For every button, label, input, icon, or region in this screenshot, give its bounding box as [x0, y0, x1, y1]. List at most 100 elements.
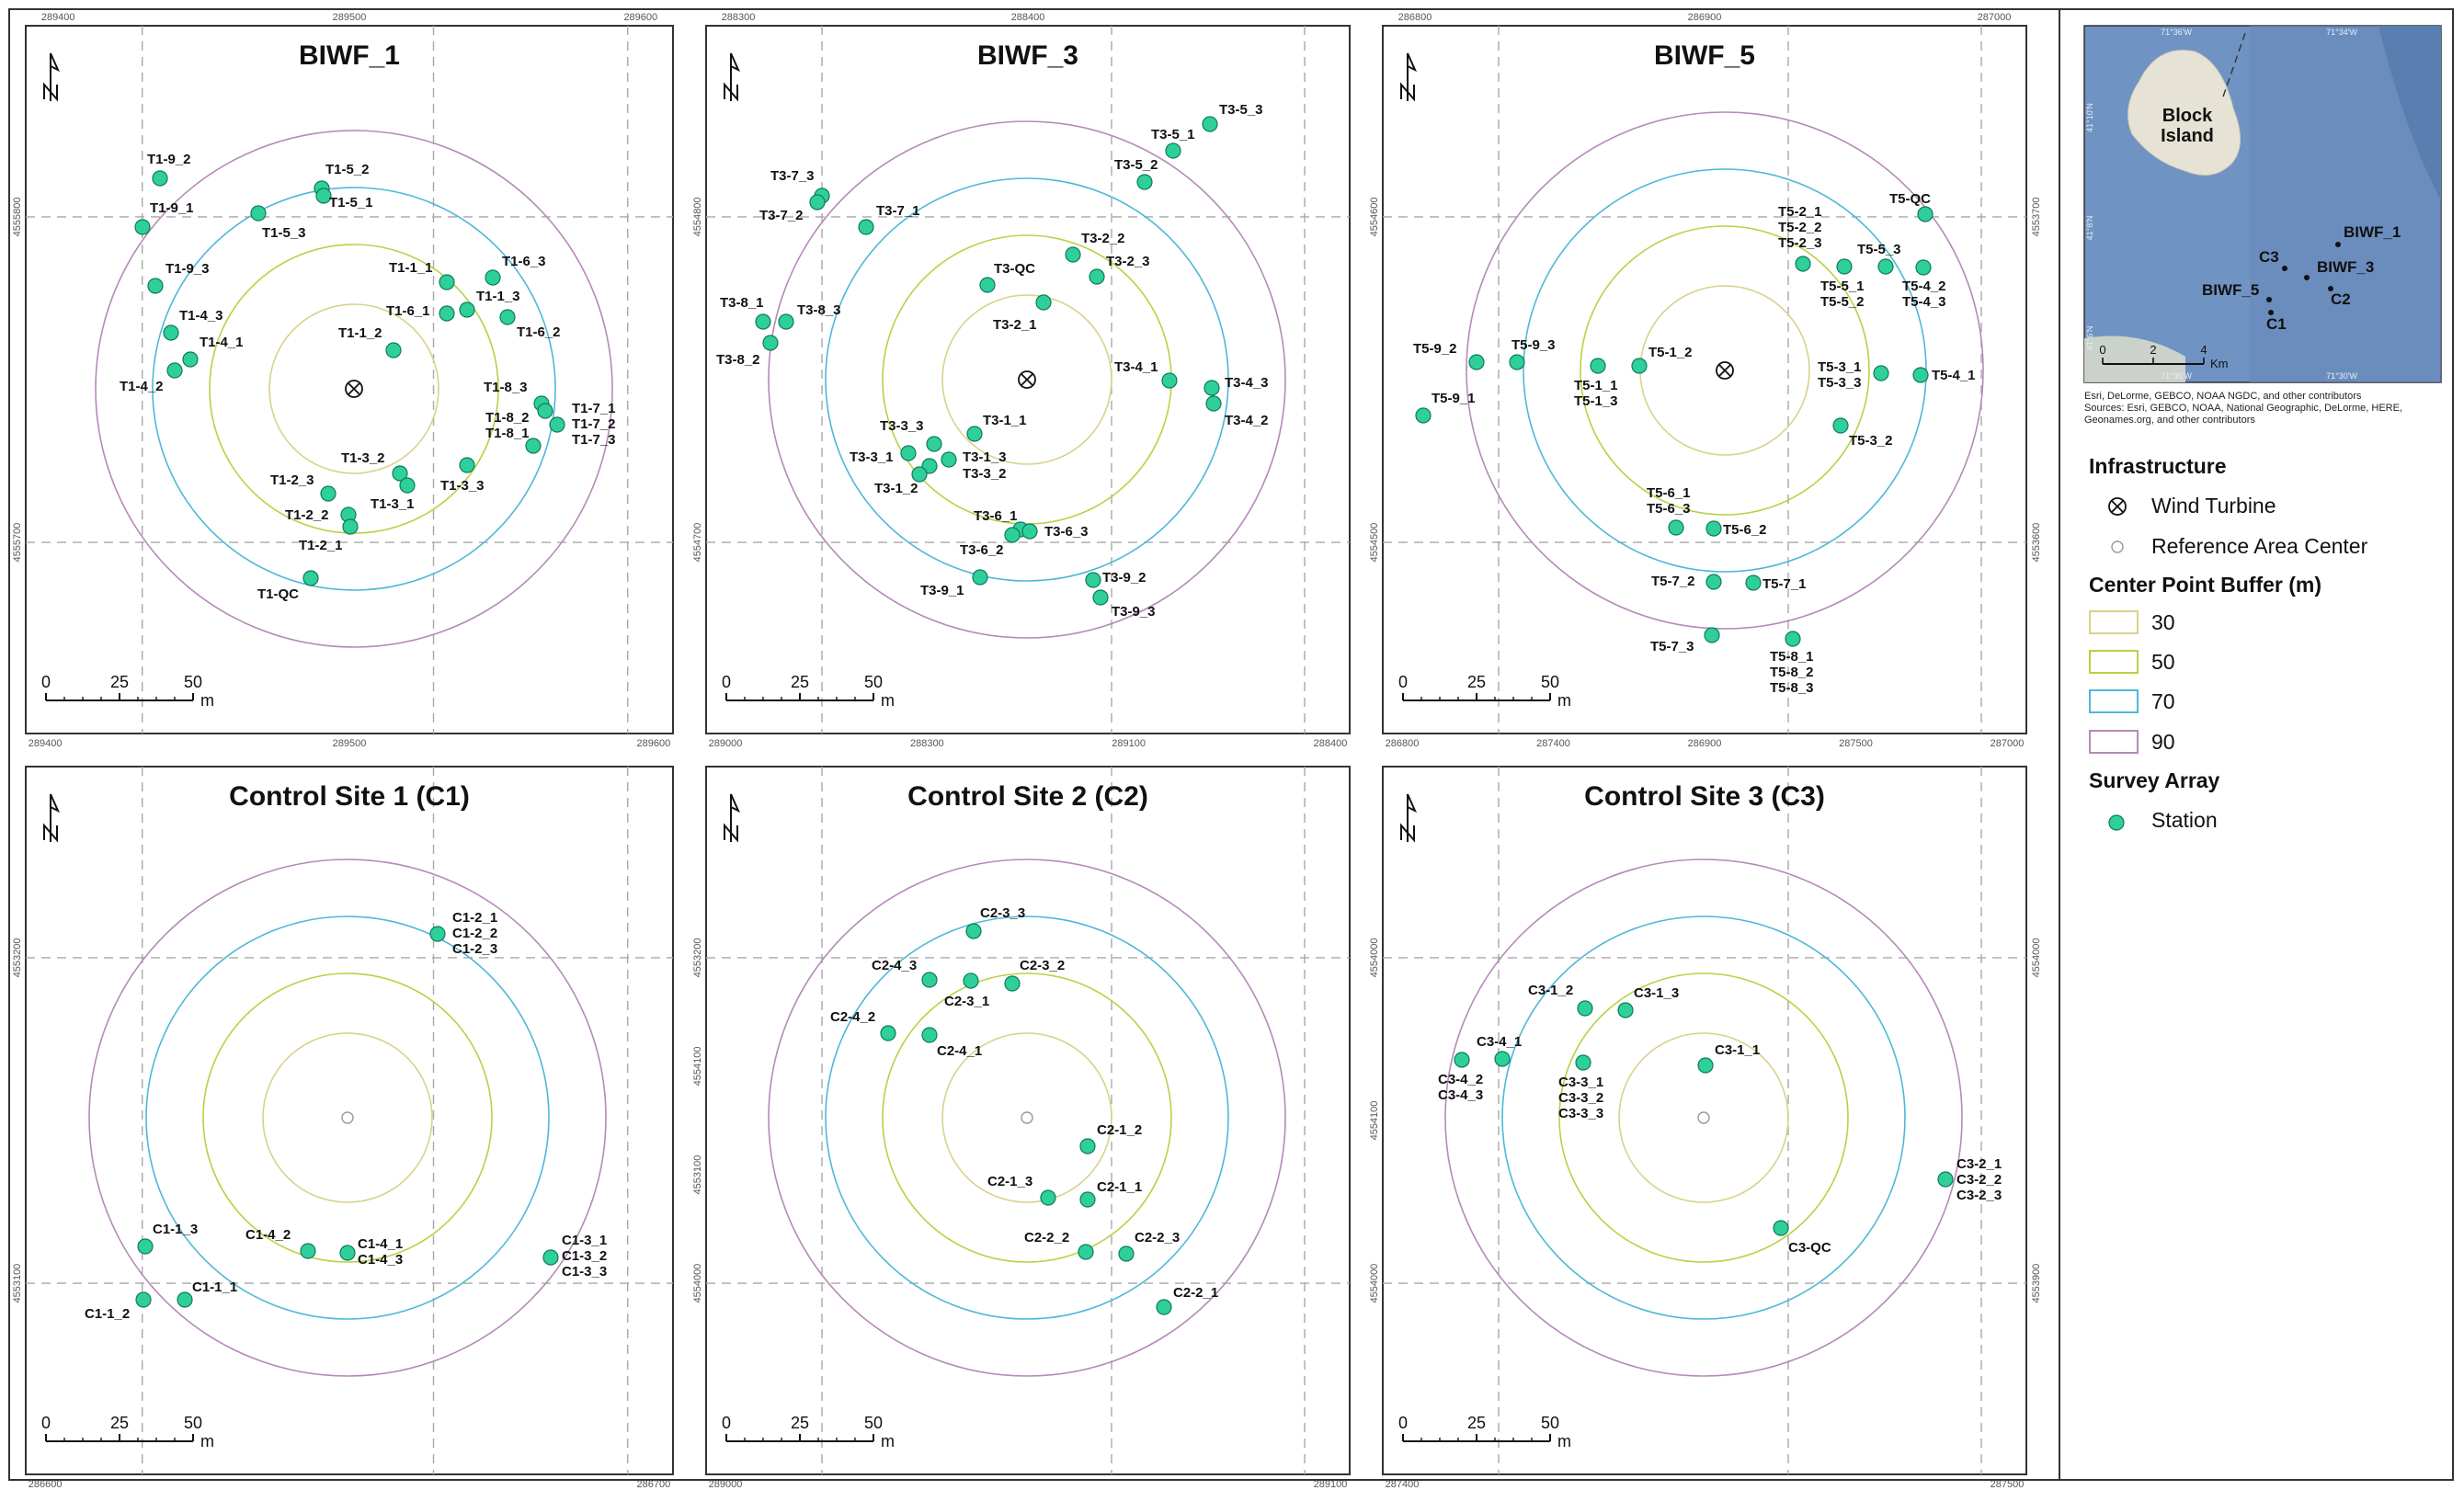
station-label: T5-2_3: [1778, 235, 1822, 251]
station-label: T3-9_3: [1112, 604, 1156, 620]
scale-bar: 0 25 50m: [1398, 673, 1571, 710]
buffer-70-swatch: [2089, 689, 2139, 713]
station-label: T5-9_1: [1432, 391, 1476, 406]
station-marker: [966, 426, 983, 442]
panel-title: BIWF_5: [1654, 40, 1755, 71]
north-letter-n: [43, 823, 58, 843]
station-marker: [1705, 520, 1722, 537]
station-marker: [979, 277, 996, 293]
station-label: C1-3_3: [562, 1264, 607, 1280]
turbine-cross: [347, 381, 361, 396]
left-coordinate-label: 4555700: [12, 523, 23, 563]
station-marker: [392, 465, 408, 482]
station-label: C1-2_2: [452, 926, 497, 941]
station-marker: [755, 313, 771, 330]
station-label: T1-1_2: [338, 325, 382, 341]
station-marker: [1915, 259, 1932, 276]
station-label: C3-4_3: [1438, 1087, 1483, 1103]
buffer-ring-90: [95, 130, 613, 648]
station-label: T1-1_1: [389, 260, 433, 276]
station-marker: [459, 301, 475, 318]
inset-site-dot: [2328, 286, 2333, 291]
station-marker: [1836, 258, 1853, 275]
station-label: T5-6_3: [1647, 501, 1691, 517]
station-label: T3-6_1: [974, 508, 1018, 524]
reference-center-icon: [1021, 1111, 1033, 1124]
station-marker: [926, 436, 942, 452]
station-label: T5-9_3: [1511, 337, 1556, 353]
top-coordinate-label: 289400: [41, 12, 75, 23]
station-marker: [152, 170, 168, 187]
station-label: C3-1_2: [1528, 983, 1573, 998]
station-marker: [858, 219, 874, 235]
station-label: T1-4_1: [200, 335, 244, 350]
map-panel-biwf5: 286800 286900 287000 286800 287400 286900 2875…: [1369, 12, 2042, 749]
station-label: T3-7_3: [770, 168, 815, 184]
buffer-ring-30: [268, 303, 439, 474]
station-marker: [166, 362, 183, 379]
station-label: T3-7_1: [876, 203, 920, 219]
station-marker: [399, 477, 416, 494]
station-marker: [1004, 527, 1021, 543]
left-coordinate-label: 4554800: [692, 197, 703, 236]
station-marker: [1085, 572, 1101, 588]
station-label: T1-7_3: [572, 432, 616, 448]
station-label: T1-QC: [257, 586, 299, 602]
station-marker: [1205, 395, 1222, 412]
station-label: T5-3_1: [1818, 359, 1862, 375]
station-marker: [1202, 116, 1218, 132]
station-marker: [778, 313, 794, 330]
panel-title: BIWF_3: [977, 40, 1078, 71]
station-marker: [1118, 1245, 1135, 1262]
station-label: C3-2_2: [1956, 1172, 2002, 1188]
station-marker: [1494, 1051, 1511, 1067]
station-label: T3-4_3: [1225, 375, 1269, 391]
north-letter-n: [1400, 823, 1415, 843]
station-label: T3-4_1: [1114, 359, 1158, 375]
bottom-coordinate-label: 287500: [1991, 1479, 2025, 1490]
inset-site-label: BIWF_3: [2317, 258, 2374, 276]
station-label: C1-3_2: [562, 1248, 607, 1264]
station-label: C2-4_3: [872, 958, 917, 973]
station-label: C2-1_1: [1097, 1179, 1142, 1195]
station-label: C3-QC: [1788, 1240, 1831, 1256]
north-letter-n: [724, 823, 738, 843]
station-label: T3-3_1: [850, 449, 894, 465]
wind-turbine-icon: [345, 380, 363, 398]
bottom-coordinate-label: 289000: [709, 1479, 743, 1490]
station-marker: [1745, 574, 1762, 591]
scale-bar-label: 50: [864, 673, 883, 691]
reference-center-icon: [1697, 1111, 1710, 1124]
inset-scale-label: 2: [2150, 343, 2156, 357]
station-label: T3-5_1: [1151, 127, 1195, 142]
top-coordinate-label: 288300: [722, 12, 756, 23]
bottom-coordinate-label: 287400: [1536, 738, 1570, 749]
left-coordinate-label: 4553200: [692, 938, 703, 977]
station-label: T1-8_2: [485, 410, 530, 426]
scale-bar: 0 25 50m: [722, 1414, 895, 1450]
inset-graticule-label: 41°8'N: [2085, 216, 2094, 241]
station-marker: [137, 1238, 154, 1255]
scale-bar-label: 25: [791, 1414, 809, 1432]
right-coordinate-label: 4553600: [2031, 523, 2042, 563]
station-marker: [163, 324, 179, 341]
bottom-coordinate-label: 286900: [1688, 738, 1722, 749]
scale-bar-label: 0: [722, 673, 731, 691]
turbine-circle: [345, 380, 363, 398]
wind-turbine-icon: [1716, 361, 1734, 380]
station-marker: [1697, 1057, 1714, 1074]
station-label: T5-9_2: [1413, 341, 1457, 357]
station-label: C1-2_1: [452, 910, 497, 926]
graticule: [26, 767, 673, 1474]
scale-bar-unit: m: [881, 1432, 895, 1450]
legend-infrastructure-heading: Infrastructure: [2089, 454, 2227, 478]
map-panel-c3: 287400 287500 4554000 4554100 4554000 4554000…: [1369, 766, 2042, 1490]
scale-bar-label: 50: [864, 1414, 883, 1432]
station-label: T1-9_2: [147, 152, 191, 167]
legend-buffer-heading: Center Point Buffer (m): [2089, 573, 2321, 597]
scale-bar: 0 25 50m: [1398, 1414, 1571, 1450]
scale-bar-label: 0: [722, 1414, 731, 1432]
wind-turbine-icon: [2105, 495, 2129, 523]
station-marker: [250, 205, 267, 222]
station-marker: [1415, 407, 1432, 424]
